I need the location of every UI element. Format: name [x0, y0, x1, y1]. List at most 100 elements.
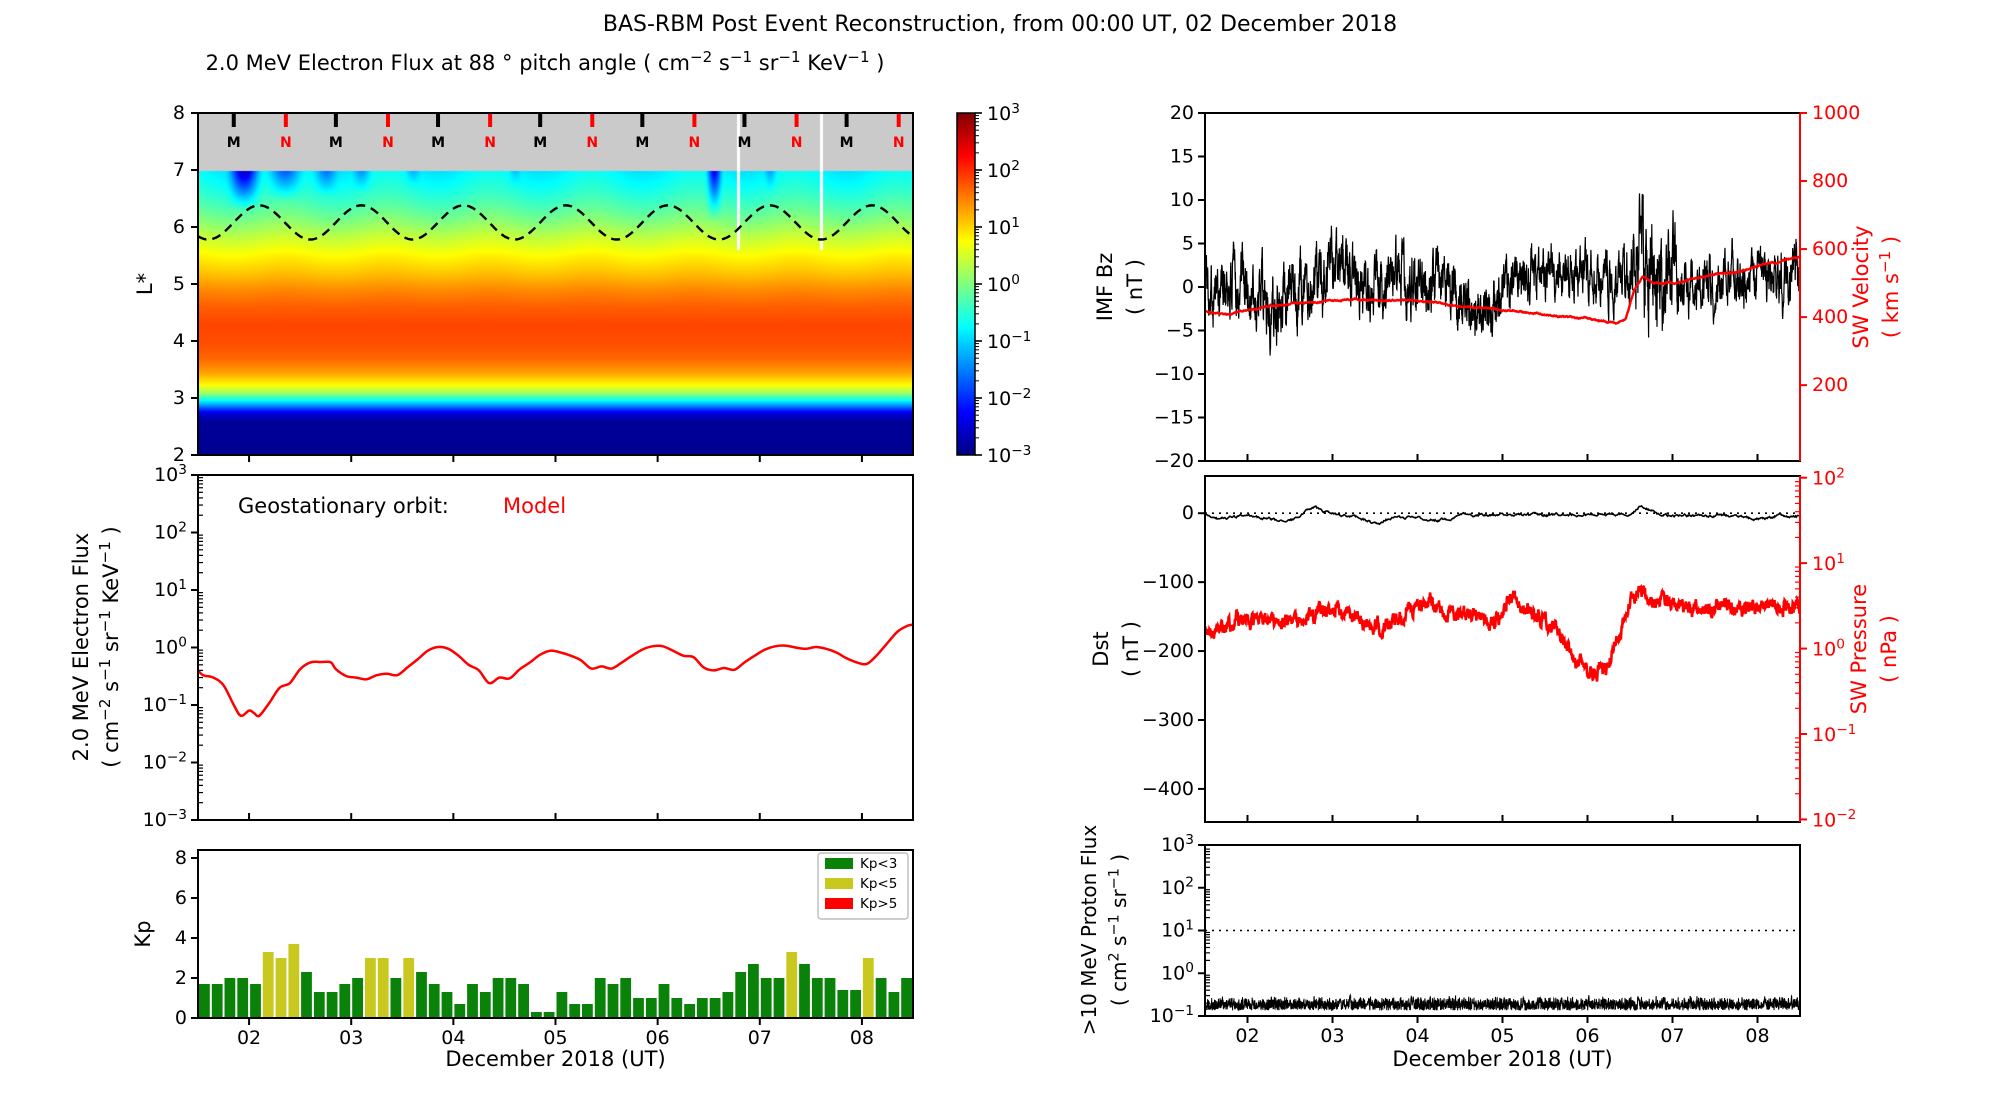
geo-ytick-label: 102	[154, 519, 187, 543]
kp-bar	[416, 972, 427, 1018]
x-axis-label-left: December 2018 (UT)	[445, 1047, 665, 1071]
kp-bar	[594, 978, 606, 1018]
x-tick-label: 06	[646, 1027, 670, 1049]
kp-bar	[607, 984, 619, 1018]
kp-bar	[773, 978, 785, 1018]
orbit-marker-label: N	[484, 135, 496, 151]
kp-bar	[735, 972, 747, 1018]
x-tick-label: 07	[748, 1027, 772, 1049]
kp-bar	[620, 978, 632, 1018]
orbit-marker-label: M	[533, 135, 547, 151]
dst-ytick-label: −300	[1142, 709, 1194, 731]
x-tick-label: 03	[339, 1027, 363, 1049]
pressure-ytick-label: 10−2	[1812, 807, 1856, 831]
x-tick-label: 08	[1745, 1025, 1769, 1047]
bz-ytick-label: 5	[1182, 233, 1194, 255]
orbit-marker-label: N	[586, 135, 598, 151]
bz-axis-label-line2: ( nT )	[1123, 259, 1147, 315]
kp-bar	[569, 1004, 581, 1018]
lstar-tick-label: 6	[173, 216, 185, 238]
colorbar-tick-label: 102	[987, 158, 1020, 182]
colorbar-tick-label: 100	[987, 272, 1020, 296]
proton-ytick-label: 100	[1161, 960, 1194, 984]
orbit-marker-label: M	[431, 135, 445, 151]
geo-ytick-label: 10−3	[143, 807, 187, 831]
orbit-marker-label: M	[227, 135, 241, 151]
proton-axis-label-line1: >10 MeV Proton Flux	[1077, 825, 1101, 1036]
proton-ytick-label: 101	[1161, 917, 1194, 941]
pressure-axis-label-line1: SW Pressure	[1847, 584, 1871, 714]
geo-ytick-label: 101	[154, 577, 187, 601]
kp-bar	[811, 978, 823, 1018]
kp-bar	[543, 1012, 555, 1018]
spectrogram-title: 2.0 MeV Electron Flux at 88 ° pitch angl…	[206, 48, 885, 75]
proton-ytick-label: 102	[1161, 875, 1194, 899]
kp-bar	[428, 984, 440, 1018]
orbit-marker-label: M	[329, 135, 343, 151]
colorbar-tick-label: 10−1	[987, 329, 1031, 353]
bz-ytick-label: 15	[1170, 146, 1194, 168]
pressure-ytick-label: 101	[1812, 551, 1845, 575]
kp-bar	[837, 990, 849, 1018]
velocity-ytick-label: 200	[1812, 374, 1848, 396]
imf-bz-sw-velocity-panel: 20 15 10 5 0 −5 −10 −15 −20 1000 800 600 400 200 IMF B…	[1093, 102, 1903, 472]
pressure-axis-label-line2: ( nPa )	[1877, 615, 1901, 683]
x-tick-label: 05	[543, 1027, 567, 1049]
kp-bar	[658, 984, 670, 1018]
kp-bar	[339, 984, 351, 1018]
imf-bz-line	[1205, 193, 1800, 356]
dst-ytick-label: −200	[1142, 640, 1194, 662]
kp-bar	[288, 944, 300, 1018]
lstar-axis-label: L*	[133, 273, 157, 295]
kp-legend-swatch	[825, 878, 853, 889]
velocity-axis-label-line1: SW Velocity	[1849, 225, 1873, 348]
colorbar: 103 102 101 100 10−1 10−2 10−3	[956, 101, 1031, 467]
x-tick-label: 02	[1235, 1025, 1259, 1047]
geo-annotation-series: Model	[503, 494, 566, 518]
x-axis-label-right: December 2018 (UT)	[1392, 1047, 1612, 1071]
kp-bar	[365, 958, 376, 1018]
electron-flux-spectrogram-panel: M N M N M N M N M N M N M N 8 7 6 5 4 3 2 2.0 MeV Electron Fl…	[133, 48, 914, 466]
model-flux-line	[198, 623, 913, 718]
orbit-marker-label: M	[635, 135, 649, 151]
x-tick-label: 07	[1660, 1025, 1684, 1047]
kp-ytick-label: 2	[175, 967, 187, 989]
proton-ytick-label: 10−1	[1150, 1003, 1194, 1027]
kp-bar	[901, 978, 912, 1018]
kp-bar	[875, 978, 887, 1018]
kp-bar	[709, 998, 721, 1018]
dst-ytick-label: −100	[1142, 571, 1194, 593]
dst-ytick-label: 0	[1182, 502, 1194, 524]
sw-pressure-line	[1205, 584, 1800, 682]
kp-bar	[352, 978, 363, 1018]
velocity-ytick-label: 1000	[1812, 102, 1860, 124]
kp-bar	[224, 978, 236, 1018]
kp-bar	[275, 958, 287, 1018]
pressure-ytick-label: 102	[1812, 466, 1845, 490]
kp-bar	[633, 998, 644, 1018]
colorbar-tick-label: 101	[987, 215, 1020, 239]
sw-velocity-line	[1205, 255, 1800, 325]
bz-ytick-label: 10	[1170, 189, 1194, 211]
colorbar-tick-label: 10−3	[987, 443, 1031, 467]
orbit-marker-label: N	[893, 135, 905, 151]
kp-bar	[505, 978, 517, 1018]
kp-bar	[441, 992, 453, 1018]
bz-ytick-label: 0	[1182, 276, 1194, 298]
kp-bar	[199, 984, 210, 1018]
kp-bar	[492, 978, 504, 1018]
colorbar-gradient	[956, 112, 976, 456]
kp-bar	[467, 984, 478, 1018]
kp-legend: Kp<3 Kp<5 Kp>5	[817, 852, 909, 920]
dst-axis-label-line2: ( nT )	[1119, 621, 1143, 677]
kp-bar	[760, 978, 772, 1018]
kp-bar	[454, 1004, 466, 1018]
electron-flux-heatmap	[198, 113, 913, 455]
bz-axis-label-line1: IMF Bz	[1093, 253, 1117, 322]
geo-ytick-label: 10−2	[143, 749, 187, 773]
geo-ylabel-line1: 2.0 MeV Electron Flux	[69, 533, 93, 762]
kp-bar	[237, 978, 249, 1018]
